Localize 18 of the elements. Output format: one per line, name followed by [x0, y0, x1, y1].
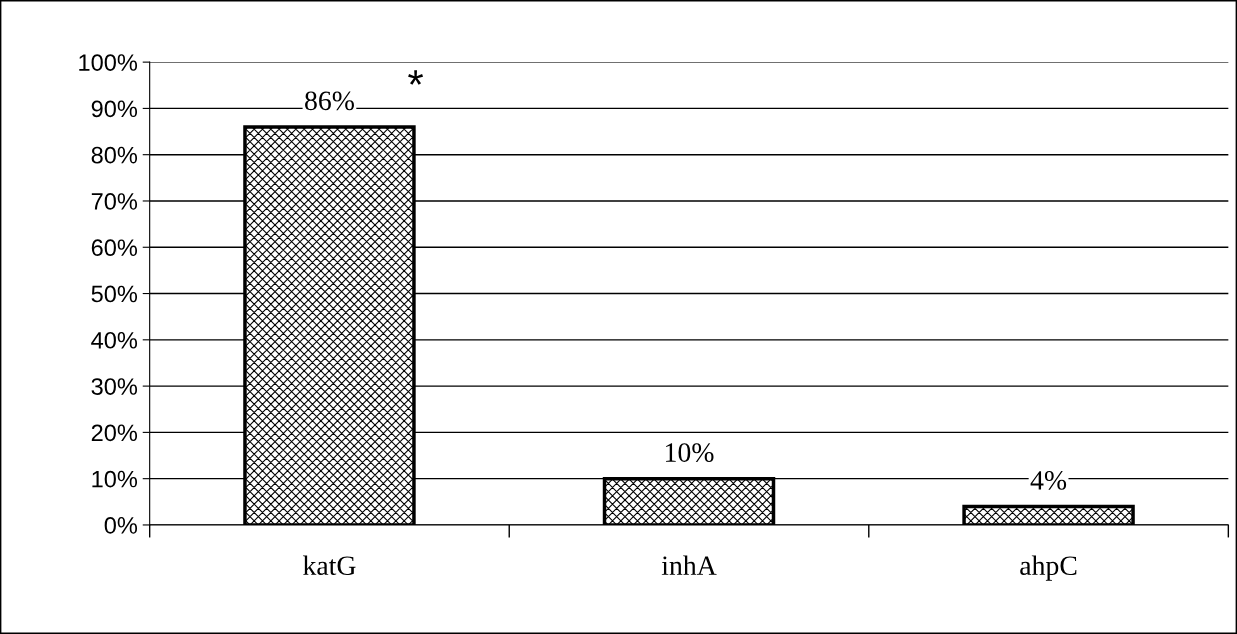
y-tick-label: 10%: [92, 470, 138, 488]
y-tick-label: 20%: [91, 424, 138, 442]
x-tick-label: ahpC: [1020, 555, 1077, 581]
y-tick-label: 80%: [91, 146, 138, 164]
x-tick-label: inhA: [661, 555, 717, 575]
y-tick-label: 0%: [104, 517, 138, 534]
y-tick-label: 40%: [91, 331, 138, 349]
y-tick-label: 50%: [91, 285, 138, 303]
y-tick-label: 30%: [91, 378, 138, 395]
y-tick-label: 90%: [91, 100, 138, 118]
x-tick-label: katG: [302, 555, 356, 576]
data-label: 10%: [665, 443, 714, 463]
y-tick-label: 70%: [91, 193, 138, 210]
y-tick-label: 100%: [79, 54, 138, 71]
data-label: 4%: [1030, 470, 1067, 490]
data-label: 86%: [305, 91, 354, 111]
annotation: *: [408, 70, 424, 85]
y-tick-label: 60%: [91, 239, 138, 257]
